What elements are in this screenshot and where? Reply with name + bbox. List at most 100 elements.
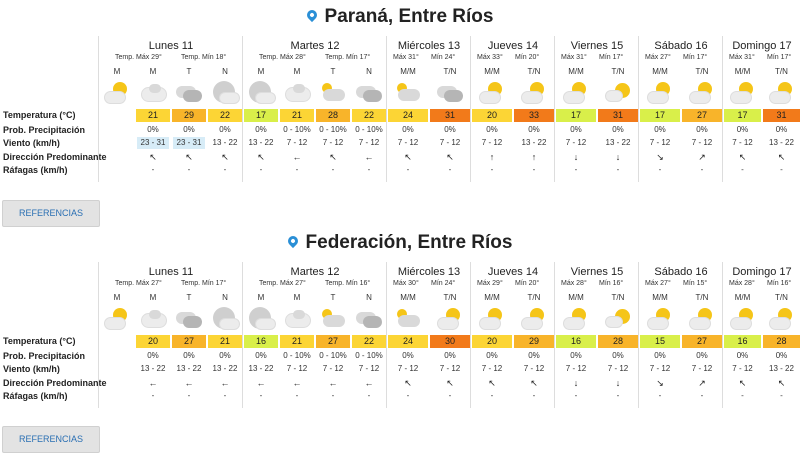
icon-part (363, 316, 382, 328)
wind-direction-arrow-icon: ↖ (404, 378, 412, 388)
temperature-cell: 16 (556, 335, 596, 348)
day-name: Viernes 15 (570, 40, 624, 52)
gust-cell: - (331, 391, 335, 400)
icon-part (605, 90, 623, 102)
icon-part (647, 317, 669, 330)
icon-part (768, 91, 791, 104)
icon-part (397, 309, 407, 319)
day-column: Jueves 14 Máx 33° Mín 20° M/M 20 0% 7 - 12 ↑ - T/… (470, 36, 555, 182)
day-column: Martes 12 Temp. Máx 28° Temp. Mín 17° M 17 0%… (242, 36, 387, 182)
precip-cell: 0% (255, 351, 267, 360)
weather-moon-cloud-icon (247, 306, 276, 332)
wind-direction-arrow-icon: ↖ (488, 378, 496, 388)
icon-part (729, 317, 752, 330)
wind-cell: 13 - 22 (769, 138, 794, 147)
day-column: Viernes 15 Máx 28° Mín 16° M/M 16 0% 7 - 12 ↓ - T… (554, 262, 639, 408)
weather-moon-cloud-icon (211, 306, 240, 332)
wind-direction-arrow-icon: ↓ (573, 152, 579, 162)
icon-part (293, 84, 305, 93)
temperature-cell: 29 (172, 109, 206, 122)
icon-part (219, 318, 240, 330)
day-name: Jueves 14 (487, 266, 539, 278)
row-label: Ráfagas (km/h) (3, 165, 68, 175)
precip-cell: 0 - 10% (283, 125, 311, 134)
gust-cell: - (741, 165, 744, 174)
icon-part (398, 315, 420, 327)
day-name: Lunes 11 (148, 266, 194, 278)
wind-cell: 7 - 12 (397, 138, 419, 147)
weather-cloud-dark-icon (355, 80, 383, 106)
gust-cell: - (700, 165, 704, 174)
wind-cell: 7 - 12 (565, 364, 587, 373)
row-label: Dirección Predominante (3, 378, 107, 388)
precip-cell: 0% (654, 125, 666, 134)
icon-part (149, 310, 161, 319)
wind-cell: 7 - 12 (649, 364, 671, 373)
day-column: Sábado 16 Máx 27° Mín 17° M/M 17 0% 7 - 12 ↘ - T/… (638, 36, 723, 182)
gust-cell: - (741, 391, 744, 400)
icon-part (521, 317, 543, 330)
icon-part (363, 90, 382, 102)
weather-moon-sun-icon (604, 80, 632, 106)
period-label: M/M (484, 67, 500, 76)
day-column: Sábado 16 Máx 27° Mín 15° M/M 15 0% 7 - 12 ↘ - T/… (638, 262, 723, 408)
temp-min: Mín 24° (431, 54, 456, 61)
wind-direction-arrow-icon: ↘ (656, 378, 664, 388)
wind-cell: 7 - 12 (322, 138, 344, 147)
temperature-cell: 30 (430, 335, 470, 348)
precip-cell: 0% (775, 351, 788, 360)
wind-cell: 7 - 12 (358, 364, 380, 373)
period-label: T (330, 67, 336, 76)
wind-direction-arrow-icon: ↖ (404, 152, 412, 162)
precip-cell: 0 - 10% (283, 351, 311, 360)
period-label: T (186, 67, 192, 76)
period-label: M/M (400, 293, 416, 302)
icon-part (183, 90, 202, 102)
temp-min: Mín 17° (599, 54, 624, 61)
day-column: Lunes 11 Temp. Máx 27° Temp. Mín 17° M M 20 0%… (98, 262, 243, 408)
weather-cloud-light-icon (283, 306, 311, 332)
wind-cell: 7 - 12 (523, 364, 545, 373)
temperature-cell: 16 (724, 335, 761, 348)
precip-cell: 0% (444, 351, 456, 360)
wind-cell: 7 - 12 (439, 364, 461, 373)
weather-moon-cloud-icon (211, 80, 240, 106)
wind-direction-arrow-icon: ← (184, 378, 194, 388)
wind-cell: 7 - 12 (565, 138, 587, 147)
wind-cell: 13 - 22 (140, 364, 166, 373)
referencias-button[interactable]: REFERENCIAS (2, 200, 100, 227)
wind-cell: 7 - 12 (691, 364, 713, 373)
wind-cell: 23 - 31 (173, 137, 205, 149)
temp-max: Temp. Máx 28° (259, 54, 306, 61)
row-label: Temperatura (°C) (3, 336, 76, 346)
day-column: Martes 12 Temp. Máx 27° Temp. Mín 16° M 16 0%… (242, 262, 387, 408)
weather-cloud-sun-icon (394, 80, 422, 106)
weather-cloud-dark-icon (175, 306, 203, 332)
wind-cell: 13 - 22 (176, 364, 202, 373)
icon-part (219, 92, 240, 104)
weather-sun-cloud-icon (688, 306, 716, 332)
temperature-cell (100, 109, 134, 122)
wind-direction-arrow-icon: ← (364, 152, 374, 162)
wind-direction-arrow-icon: ↖ (738, 152, 747, 162)
temp-max: Máx 28° (729, 280, 755, 287)
gust-cell: - (780, 391, 783, 400)
day-name: Viernes 15 (570, 266, 624, 278)
day-name: Sábado 16 (654, 40, 708, 52)
precip-cell: 0% (736, 125, 749, 134)
temp-min: Mín 24° (431, 280, 456, 287)
temp-min: Temp. Mín 16° (325, 280, 371, 287)
weather-sun-cloud-icon (646, 80, 674, 106)
precip-cell: 0% (147, 351, 159, 360)
period-label: N (366, 293, 372, 302)
weather-sun-cloud-icon (688, 80, 716, 106)
temp-max: Temp. Máx 29° (115, 54, 162, 61)
icon-part (437, 317, 459, 330)
period-label: M (293, 67, 301, 76)
wind-direction-arrow-icon: ↖ (777, 378, 786, 388)
referencias-button[interactable]: REFERENCIAS (2, 426, 100, 453)
gust-cell: - (151, 165, 155, 174)
temperature-cell: 33 (514, 109, 554, 122)
temperature-cell: 22 (352, 335, 386, 348)
temp-max: Máx 31° (729, 54, 755, 61)
